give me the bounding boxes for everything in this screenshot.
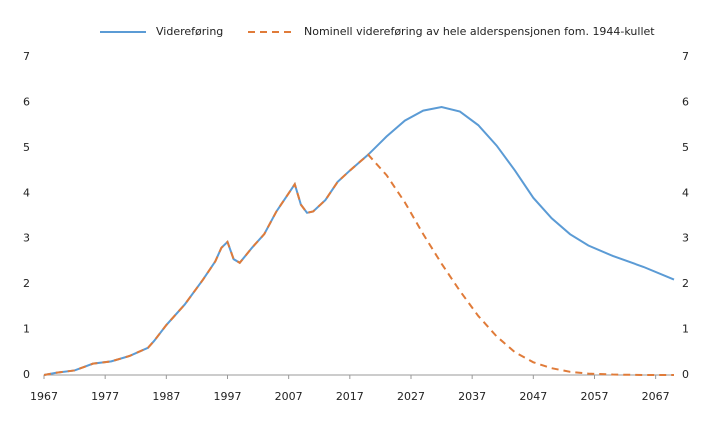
y2-tick-label: 3 (682, 232, 689, 245)
x-tick-label: 1977 (91, 390, 119, 403)
y-tick-label: 6 (23, 95, 30, 108)
x-tick-label: 2047 (519, 390, 547, 403)
y-tick-label: 3 (23, 232, 30, 245)
x-tick-label: 2027 (397, 390, 425, 403)
legend-label: Nominell videreføring av hele alderspens… (304, 25, 655, 38)
y-tick-label: 2 (23, 277, 30, 290)
y2-tick-label: 2 (682, 277, 689, 290)
y-tick-label: 7 (23, 50, 30, 63)
x-tick-label: 1997 (213, 390, 241, 403)
y-tick-label: 1 (23, 323, 30, 336)
x-tick-label: 2017 (336, 390, 364, 403)
y2-tick-label: 0 (682, 368, 689, 381)
x-tick-label: 2037 (458, 390, 486, 403)
y2-tick-label: 4 (682, 186, 689, 199)
x-tick-label: 1987 (152, 390, 180, 403)
x-tick-label: 1967 (30, 390, 58, 403)
y-tick-label: 5 (23, 141, 30, 154)
y-tick-label: 0 (23, 368, 30, 381)
y2-tick-label: 7 (682, 50, 689, 63)
y2-tick-label: 5 (682, 141, 689, 154)
x-tick-label: 2057 (580, 390, 608, 403)
y2-tick-label: 1 (682, 323, 689, 336)
x-tick-label: 2067 (642, 390, 670, 403)
x-tick-label: 2007 (275, 390, 303, 403)
line-series (43, 153, 674, 376)
y2-tick-label: 6 (682, 95, 689, 108)
y-tick-label: 4 (23, 186, 30, 199)
line-series (43, 105, 675, 376)
legend-label: Videreføring (156, 25, 223, 38)
